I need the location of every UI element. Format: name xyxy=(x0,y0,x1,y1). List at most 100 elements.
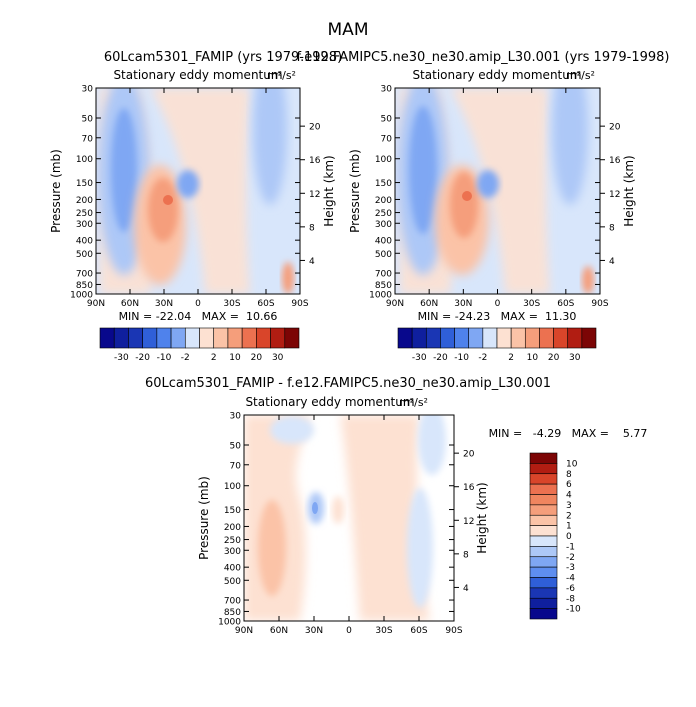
panel-diff-units: m²/s² xyxy=(399,396,428,409)
panel-2-xtick: 90N xyxy=(386,88,404,309)
figure-title: MAM xyxy=(328,20,369,40)
panel-2-colorbar-box xyxy=(425,327,441,349)
panel-diff-xtick: 0 xyxy=(346,415,352,636)
panel-2-y2tick: 8 xyxy=(600,223,615,233)
panel-diff-ytick-label: 70 xyxy=(230,461,242,471)
panel-2-colorbar-box xyxy=(510,327,526,349)
panel-2-xtick: 60N xyxy=(420,88,438,309)
panel-2-colorbar-box xyxy=(539,327,554,349)
panel-1-ytick-label: 400 xyxy=(76,237,93,247)
panel-1-ytick: 850 xyxy=(76,281,300,291)
panel-diff-ytick-label: 850 xyxy=(224,608,241,618)
panel-1-xtick-label: 30S xyxy=(223,299,240,309)
panel-1-ytick: 400 xyxy=(76,237,300,247)
panel-2-xtick: 30S xyxy=(523,88,541,309)
panel-2-colorbar-label: 20 xyxy=(548,353,560,363)
panel-2-colorbar-box xyxy=(567,327,583,349)
panel-diff-ytick: 1000 xyxy=(218,618,454,628)
panel-2-xtick: 90S xyxy=(591,88,609,309)
panel-2-y2tick-label: 16 xyxy=(609,156,621,166)
panel-1-xtick-label: 60N xyxy=(121,299,139,309)
panel-1-ytick-label: 200 xyxy=(76,196,93,206)
panel-1-xtick-label: 90N xyxy=(87,299,105,309)
panel-diff-y2tick-label: 20 xyxy=(463,450,475,460)
panel-diff-colorbar-label: -10 xyxy=(566,605,581,615)
panel-2-ytick-label: 150 xyxy=(375,179,392,189)
panel-diff-xtick-label: 30S xyxy=(375,626,392,636)
panel-2-ytick-label: 400 xyxy=(375,237,392,247)
panel-1-colorbar-box xyxy=(270,327,286,349)
panel-2-colorbar-box xyxy=(397,327,413,349)
panel-2-y2tick: 20 xyxy=(600,123,621,133)
panel-diff-ytick: 30 xyxy=(230,412,454,422)
panel-1-ytick: 50 xyxy=(82,115,300,125)
panel-1-ylabel: Pressure (mb) xyxy=(49,149,63,233)
panel-1-colorbar-label: 2 xyxy=(211,353,217,363)
panel-1-field xyxy=(96,88,300,294)
panel-1-xtick: 90S xyxy=(291,88,309,309)
panel-1-xtick: 0 xyxy=(195,88,201,309)
panel-diff-positive-cell xyxy=(258,500,286,596)
panel-diff-title: 60Lcam5301_FAMIP - f.e12.FAMIPC5.ne30_ne… xyxy=(145,376,551,391)
panel-1-y2tick: 16 xyxy=(300,156,321,166)
panel-diff-y2tick-label: 4 xyxy=(463,584,469,594)
panel-diff-ytick: 70 xyxy=(230,461,454,471)
panel-1-y2tick-label: 20 xyxy=(309,123,321,133)
panel-diff-ytick: 300 xyxy=(224,547,454,557)
panel-diff-colorbar-label: 1 xyxy=(566,522,572,532)
panel-1-ytick-label: 700 xyxy=(76,270,93,280)
panel-1-colorbar-box xyxy=(170,327,186,349)
panel-diff-colorbar-label: -6 xyxy=(566,584,575,594)
panel-diff-ytick-label: 1000 xyxy=(218,618,241,628)
panel-1-y2tick: 4 xyxy=(300,257,315,267)
panel-diff-ytick: 250 xyxy=(224,536,454,546)
panel-1-xtick: 60S xyxy=(257,88,275,309)
panel-diff-ytick: 50 xyxy=(230,442,454,452)
panel-2-y2ticks: 20 16 12 8 4 xyxy=(600,123,621,267)
panel-1-ytick-label: 30 xyxy=(82,85,94,95)
panel-2-ytick: 300 xyxy=(375,220,600,230)
panel-diff-colorbar-box xyxy=(529,504,558,516)
panel-diff-ytick: 500 xyxy=(224,577,454,587)
panel-diff-stats: MIN = -4.29 MAX = 5.77 xyxy=(489,427,648,440)
panel-diff-cool-top-west xyxy=(270,416,314,444)
panel-1-ytick: 30 xyxy=(82,85,300,95)
panel-diff: 60Lcam5301_FAMIP - f.e12.FAMIPC5.ne30_ne… xyxy=(145,376,647,636)
panel-2-colorbar-box xyxy=(411,327,427,349)
panel-2-warm-band-mid xyxy=(450,88,550,294)
panel-2-colorbar-label: 30 xyxy=(569,353,581,363)
panel-2-y2tick: 12 xyxy=(600,190,620,200)
panel-diff-ytick-label: 30 xyxy=(230,412,242,422)
panel-2-ytick-label: 70 xyxy=(381,134,393,144)
panel-2-colorbar-box xyxy=(440,327,455,349)
panel-1-colorbar-box xyxy=(156,327,172,349)
panel-2-xticks: 90N 60N 30N 0 30S 60S 90S xyxy=(386,88,609,309)
panel-2-ytick: 100 xyxy=(375,155,600,165)
panel-diff-colorbar-box xyxy=(529,597,558,609)
panel-1-y2tick-label: 16 xyxy=(309,156,321,166)
panel-2-ytick-label: 700 xyxy=(375,270,392,280)
panel-1-xticks: 90N 60N 30N 0 30S 60S 90S xyxy=(87,88,309,309)
panel-diff-xticks: 90N 60N 30N 0 30S 60S 90S xyxy=(235,415,463,636)
panel-1-jet-negative-inner xyxy=(111,108,137,232)
panel-1-colorbar-box xyxy=(199,327,215,349)
panel-1-colorbar-label: -10 xyxy=(157,353,172,363)
panel-2-y2tick: 4 xyxy=(600,257,615,267)
panel-1-south-negative xyxy=(253,88,287,205)
panel-diff-y2tick-label: 12 xyxy=(463,517,474,527)
panel-diff-colorbar-label: 4 xyxy=(566,491,572,501)
panel-2-title: f.e12.FAMIPC5.ne30_ne30.amip_L30.001 (yr… xyxy=(297,50,670,65)
panel-diff-colorbar-label: 6 xyxy=(566,480,572,490)
panel-1-ytick: 200 xyxy=(76,196,300,206)
panel-diff-colorbar-box xyxy=(529,577,558,589)
panel-2-ytick-label: 50 xyxy=(381,115,393,125)
panel-1-colorbar-label: 30 xyxy=(272,353,284,363)
panel-1-y2tick-label: 4 xyxy=(309,257,315,267)
panel-1-xtick-label: 60S xyxy=(257,299,274,309)
panel-diff-cool-top-south xyxy=(418,415,446,475)
panel-2-colorbar-label: -2 xyxy=(478,353,487,363)
panel-2-south-negative xyxy=(552,88,588,205)
panel-diff-xtick: 90N xyxy=(235,415,253,636)
panel-2-ytick: 400 xyxy=(375,237,600,247)
